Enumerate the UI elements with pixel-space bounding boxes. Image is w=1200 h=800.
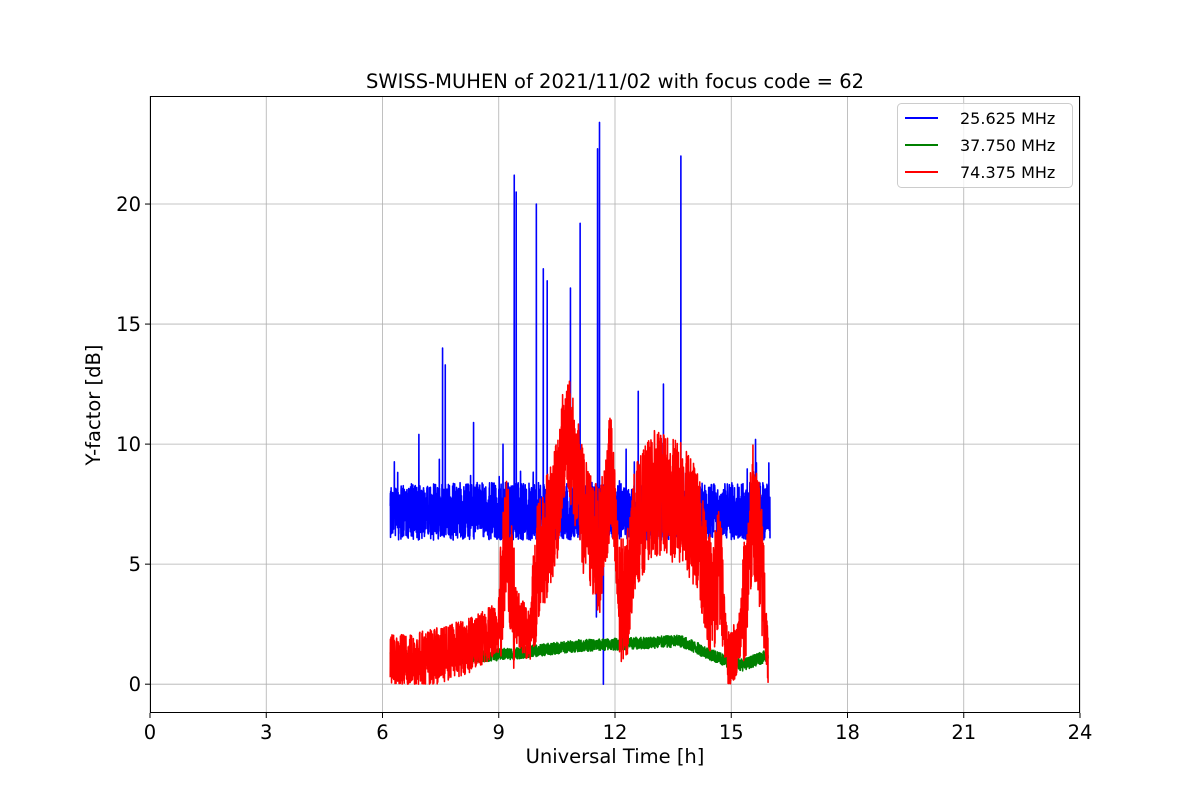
- y-tick-label: 20: [116, 193, 141, 216]
- chart-title: SWISS-MUHEN of 2021/11/02 with focus cod…: [366, 70, 864, 93]
- x-tick-label: 6: [376, 721, 388, 744]
- x-tick-label: 18: [835, 721, 860, 744]
- x-axis-ticks: 0 3 6 9 12 15 18 21 24: [144, 713, 1093, 744]
- plot-area-frame: [150, 96, 1080, 713]
- x-tick-label: 3: [260, 721, 272, 744]
- chart-legend: 25.625 MHz 37.750 MHz 74.375 MHz: [897, 103, 1073, 188]
- x-tick-label: 12: [603, 721, 628, 744]
- x-tick-label: 0: [144, 721, 156, 744]
- y-axis-ticks: 0 5 10 15 20: [116, 193, 150, 696]
- y-tick-label: 5: [129, 553, 141, 576]
- series-layer: [389, 121, 771, 685]
- y-tick-label: 15: [116, 313, 141, 336]
- legend-label-25625: 25.625 MHz: [960, 109, 1055, 128]
- legend-frame: [897, 103, 1073, 188]
- x-axis-label: Universal Time [h]: [526, 745, 705, 768]
- x-tick-label: 24: [1068, 721, 1093, 744]
- legend-label-37750: 37.750 MHz: [960, 136, 1055, 155]
- x-tick-label: 15: [719, 721, 744, 744]
- x-tick-label: 21: [951, 721, 976, 744]
- y-tick-label: 0: [129, 673, 141, 696]
- y-tick-label: 10: [116, 433, 141, 456]
- series-line-74375: [389, 380, 769, 685]
- legend-label-74375: 74.375 MHz: [960, 163, 1055, 182]
- x-tick-label: 9: [493, 721, 505, 744]
- y-axis-label: Y-factor [dB]: [82, 345, 105, 467]
